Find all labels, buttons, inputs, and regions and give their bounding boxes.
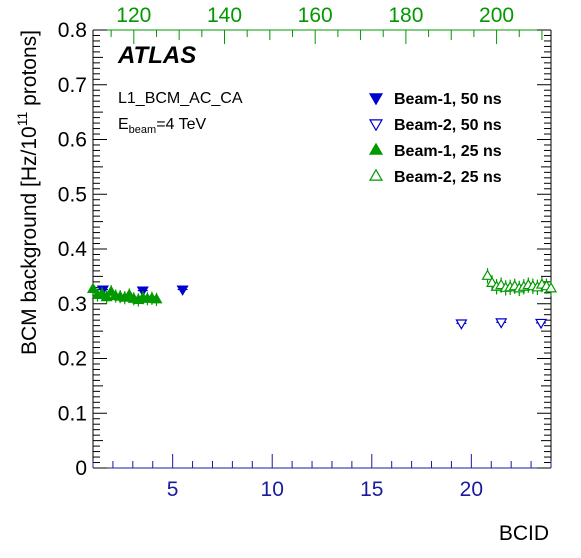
y-axis-title-main: BCM background [Hz/10 bbox=[18, 126, 41, 355]
top-tick-label: 120 bbox=[116, 4, 151, 27]
legend-entry: Beam-1, 50 ns bbox=[394, 91, 502, 108]
y-axis-title: BCM background [Hz/1011 protons] bbox=[14, 30, 41, 355]
top-tick-label: 140 bbox=[207, 4, 242, 27]
x-tick-label: 5 bbox=[167, 478, 179, 501]
y-tick-label: 0.1 bbox=[58, 402, 87, 425]
top-tick-label: 200 bbox=[479, 4, 514, 27]
y-tick-label: 0.5 bbox=[58, 183, 87, 206]
beam-energy-sub: beam bbox=[129, 124, 157, 136]
legend-marker bbox=[368, 142, 384, 155]
x-axis-title: BCID bbox=[499, 522, 549, 545]
top-tick-label: 180 bbox=[388, 4, 423, 27]
data-point-marker bbox=[495, 318, 508, 329]
data-point-marker bbox=[176, 285, 189, 296]
y-tick-label: 0.8 bbox=[58, 19, 87, 42]
beam-energy-rest: =4 TeV bbox=[156, 116, 206, 133]
beam-energy-main: E bbox=[118, 116, 129, 133]
data-point-marker bbox=[535, 318, 548, 330]
y-axis-title-end: protons] bbox=[18, 30, 41, 112]
trigger-label: L1_BCM_AC_CA bbox=[118, 90, 243, 107]
legend-marker bbox=[368, 93, 384, 106]
x-tick-label: 15 bbox=[360, 478, 383, 501]
y-tick-label: 0 bbox=[75, 457, 87, 480]
legend-entry: Beam-2, 25 ns bbox=[394, 169, 502, 186]
legend-entry: Beam-1, 25 ns bbox=[394, 143, 502, 160]
legend-marker bbox=[368, 168, 384, 181]
data-point-marker bbox=[150, 292, 163, 304]
beam-energy-label: Ebeam=4 TeV bbox=[118, 116, 207, 136]
y-tick-label: 0.6 bbox=[58, 129, 87, 152]
y-tick-label: 0.2 bbox=[58, 348, 87, 371]
plot-area: 0 0.1 0.2 0.3 0.4 0.5 0.6 0.7 0.8 5 10 15 20 120 140 16… bbox=[58, 4, 558, 501]
data-point-marker bbox=[455, 319, 468, 330]
data-point-marker bbox=[544, 282, 558, 293]
y-tick-label: 0.7 bbox=[58, 74, 87, 97]
data-point-marker bbox=[86, 282, 100, 294]
y-axis-title-sup: 11 bbox=[14, 112, 30, 127]
legend-entry: Beam-2, 50 ns bbox=[394, 117, 502, 134]
data-point-marker bbox=[481, 269, 494, 280]
experiment-label: ATLAS bbox=[117, 42, 196, 69]
y-tick-label: 0.3 bbox=[58, 293, 87, 316]
x-tick-label: 20 bbox=[460, 478, 483, 501]
data-point-marker bbox=[105, 285, 118, 296]
x-tick-label: 10 bbox=[261, 478, 284, 501]
top-tick-label: 160 bbox=[298, 4, 333, 27]
legend-marker bbox=[368, 119, 384, 132]
y-tick-label: 0.4 bbox=[58, 238, 88, 261]
data-point-marker bbox=[100, 290, 113, 302]
